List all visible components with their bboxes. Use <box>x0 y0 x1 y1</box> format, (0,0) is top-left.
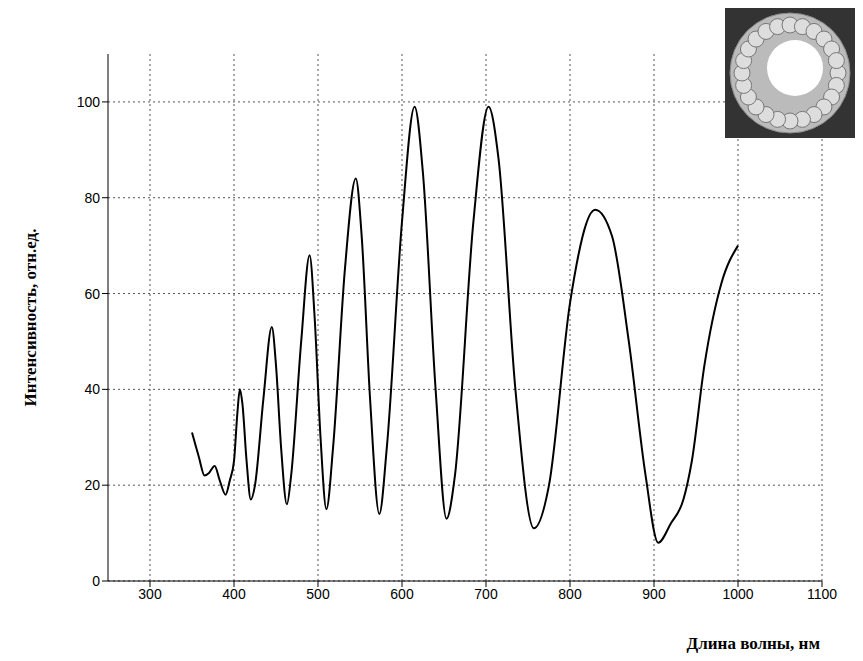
svg-text:Длина волны, нм: Длина волны, нм <box>687 634 821 653</box>
svg-text:0: 0 <box>92 573 100 589</box>
svg-text:700: 700 <box>474 586 498 602</box>
svg-text:100: 100 <box>77 94 101 110</box>
svg-text:900: 900 <box>642 586 666 602</box>
svg-text:1100: 1100 <box>807 586 837 602</box>
svg-text:300: 300 <box>138 586 162 602</box>
svg-text:400: 400 <box>222 586 246 602</box>
svg-text:500: 500 <box>306 586 330 602</box>
svg-text:Интенсивность, отн.ед.: Интенсивность, отн.ед. <box>21 229 40 407</box>
svg-text:1000: 1000 <box>722 586 753 602</box>
svg-text:60: 60 <box>84 286 100 302</box>
svg-text:600: 600 <box>390 586 414 602</box>
svg-text:800: 800 <box>558 586 582 602</box>
svg-text:20: 20 <box>84 477 100 493</box>
svg-text:80: 80 <box>84 190 100 206</box>
svg-text:40: 40 <box>84 381 100 397</box>
